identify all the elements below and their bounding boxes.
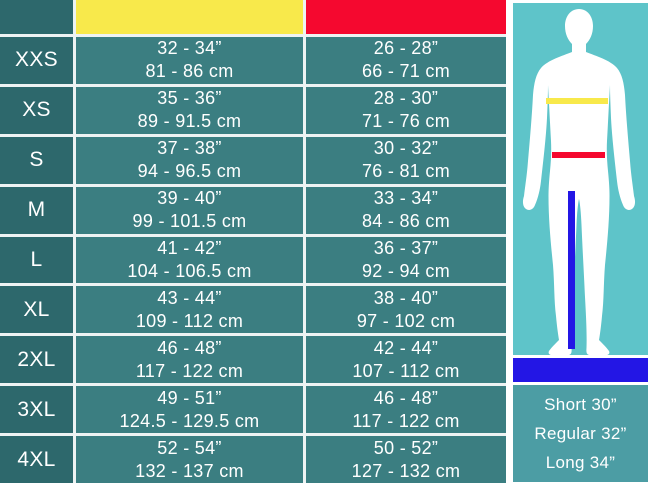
waist-cm: 97 - 102 cm xyxy=(356,310,456,331)
body-figure-panel xyxy=(513,3,648,355)
waist-cm: 117 - 122 cm xyxy=(352,410,460,431)
waist-cell: 30 - 32” 76 - 81 cm xyxy=(306,136,506,184)
waist-column-header-bar xyxy=(306,0,506,34)
size-label: L xyxy=(0,236,73,284)
chest-inches: 43 - 44” xyxy=(157,287,222,308)
waist-cell: 28 - 30” 71 - 76 cm xyxy=(306,86,506,134)
chest-inches: 46 - 48” xyxy=(157,337,222,358)
chest-cell: 46 - 48” 117 - 122 cm xyxy=(76,336,303,384)
waist-measurement-line xyxy=(552,152,605,158)
chest-cell: 49 - 51” 124.5 - 129.5 cm xyxy=(76,386,303,434)
waist-cm: 71 - 76 cm xyxy=(361,111,451,132)
chest-cell: 43 - 44” 109 - 112 cm xyxy=(76,286,303,334)
waist-inches: 26 - 28” xyxy=(373,38,439,59)
waist-cell: 38 - 40” 97 - 102 cm xyxy=(306,286,506,334)
size-label: XXS xyxy=(0,37,73,84)
chest-cell: 41 - 42” 104 - 106.5 cm xyxy=(76,236,303,284)
waist-cm: 127 - 132 cm xyxy=(351,460,461,481)
chest-inches: 35 - 36” xyxy=(157,88,222,109)
waist-inches: 28 - 30” xyxy=(373,88,439,109)
chest-cell: 39 - 40” 99 - 101.5 cm xyxy=(76,186,303,234)
chest-column-header-bar xyxy=(76,0,303,34)
size-table: XXS 32 - 34” 81 - 86 cm 26 - 28” 66 - 71… xyxy=(0,0,506,483)
waist-cm: 66 - 71 cm xyxy=(361,61,451,82)
inseam-header-bar xyxy=(513,358,648,382)
waist-inches: 42 - 44” xyxy=(373,337,439,358)
chest-cell: 52 - 54” 132 - 137 cm xyxy=(76,436,303,483)
chest-cell: 35 - 36” 89 - 91.5 cm xyxy=(76,86,303,134)
size-label: XL xyxy=(0,286,73,334)
inseam-measurement-line xyxy=(568,191,575,349)
waist-inches: 36 - 37” xyxy=(373,237,439,258)
chest-cm: 104 - 106.5 cm xyxy=(127,260,252,281)
waist-cell: 26 - 28” 66 - 71 cm xyxy=(306,37,506,84)
chest-cm: 109 - 112 cm xyxy=(135,310,244,331)
waist-cell: 33 - 34” 84 - 86 cm xyxy=(306,186,506,234)
chest-inches: 52 - 54” xyxy=(157,437,222,458)
chest-cm: 81 - 86 cm xyxy=(145,61,234,82)
waist-cell: 46 - 48” 117 - 122 cm xyxy=(306,386,506,434)
inseam-option: Regular 32” xyxy=(534,423,627,443)
chest-cm: 89 - 91.5 cm xyxy=(137,111,242,132)
waist-cell: 42 - 44” 107 - 112 cm xyxy=(306,336,506,384)
chest-cm: 99 - 101.5 cm xyxy=(132,211,247,232)
chest-inches: 41 - 42” xyxy=(157,237,222,258)
size-label: 4XL xyxy=(0,436,73,483)
chest-cm: 94 - 96.5 cm xyxy=(137,161,242,182)
size-label: 2XL xyxy=(0,336,73,384)
waist-inches: 50 - 52” xyxy=(373,437,439,458)
male-body-silhouette-icon xyxy=(522,9,636,355)
size-label: S xyxy=(0,136,73,184)
inseam-option: Long 34” xyxy=(545,452,616,472)
waist-cm: 92 - 94 cm xyxy=(361,260,451,281)
waist-inches: 46 - 48” xyxy=(373,387,439,408)
chest-inches: 39 - 40” xyxy=(157,188,222,209)
chest-measurement-line xyxy=(546,98,608,104)
table-corner-cell xyxy=(0,0,73,34)
waist-inches: 30 - 32” xyxy=(373,138,439,159)
chest-inches: 32 - 34” xyxy=(157,38,222,59)
size-label: 3XL xyxy=(0,386,73,434)
chest-cell: 32 - 34” 81 - 86 cm xyxy=(76,37,303,84)
waist-cm: 76 - 81 cm xyxy=(361,161,451,182)
waist-inches: 33 - 34” xyxy=(373,188,439,209)
size-label: XS xyxy=(0,86,73,134)
inseam-option: Short 30” xyxy=(544,394,617,414)
chest-inches: 37 - 38” xyxy=(157,138,222,159)
waist-cell: 50 - 52” 127 - 132 cm xyxy=(306,436,506,483)
waist-cm: 84 - 86 cm xyxy=(361,211,451,232)
chest-cm: 132 - 137 cm xyxy=(135,460,244,481)
chest-inches: 49 - 51” xyxy=(157,387,222,408)
chest-cm: 117 - 122 cm xyxy=(135,360,244,381)
waist-cm: 107 - 112 cm xyxy=(352,360,460,381)
chest-cell: 37 - 38” 94 - 96.5 cm xyxy=(76,136,303,184)
waist-cell: 36 - 37” 92 - 94 cm xyxy=(306,236,506,284)
waist-inches: 38 - 40” xyxy=(373,287,439,308)
chest-cm: 124.5 - 129.5 cm xyxy=(119,410,260,431)
inseam-options-panel: Short 30” Regular 32” Long 34” xyxy=(513,385,648,482)
size-label: M xyxy=(0,186,73,234)
